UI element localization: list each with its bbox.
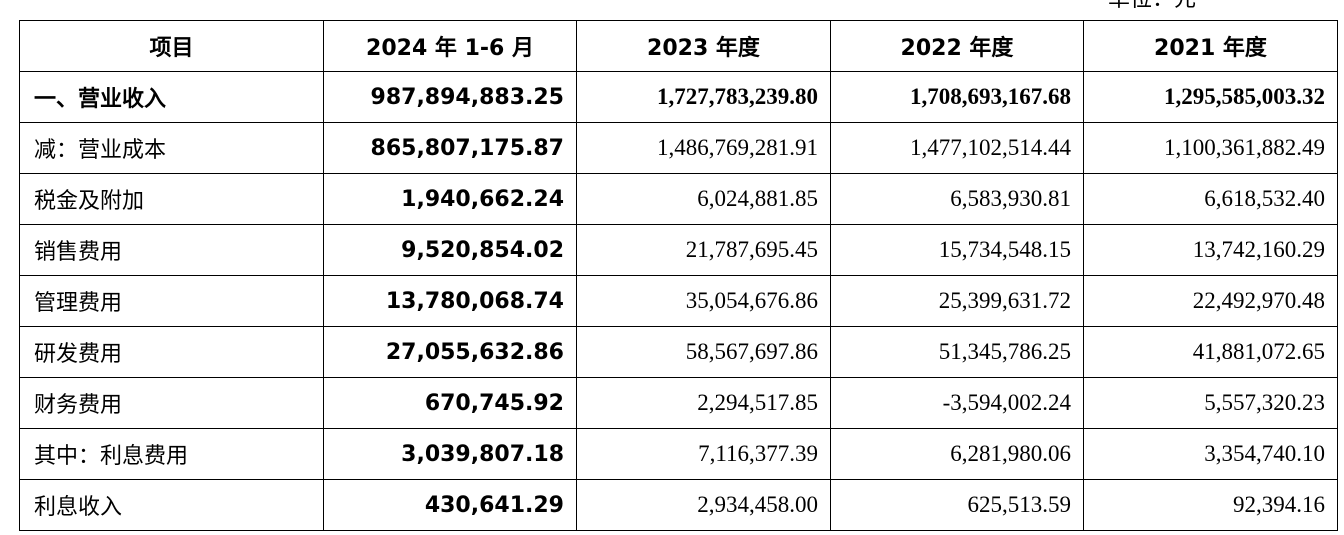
table-row: 销售费用 9,520,854.02 21,787,695.45 15,734,548.… <box>19 224 1338 276</box>
row-value: 6,281,980.06 <box>830 428 1084 480</box>
row-value: 27,055,632.86 <box>323 326 577 378</box>
row-value: 13,780,068.74 <box>323 275 577 327</box>
table-row: 管理费用 13,780,068.74 35,054,676.86 25,399,631… <box>19 275 1338 327</box>
table-row: 利息收入 430,641.29 2,934,458.00 625,513.59 92,3… <box>19 479 1338 531</box>
row-value: 3,354,740.10 <box>1083 428 1338 480</box>
row-label: 一、营业收入 <box>19 71 324 123</box>
header-2024h1: 2024 年 1-6 月 <box>323 20 577 72</box>
row-value: 41,881,072.65 <box>1083 326 1338 378</box>
header-2023: 2023 年度 <box>576 20 831 72</box>
row-value: 22,492,970.48 <box>1083 275 1338 327</box>
row-value: 35,054,676.86 <box>576 275 831 327</box>
table-row: 一、营业收入 987,894,883.25 1,727,783,239.80 1,70… <box>19 71 1338 123</box>
row-value: 51,345,786.25 <box>830 326 1084 378</box>
unit-label: 单位：元 <box>1108 0 1196 12</box>
row-value: 1,727,783,239.80 <box>576 71 831 123</box>
header-item: 项目 <box>19 20 324 72</box>
row-value: 1,100,361,882.49 <box>1083 122 1338 174</box>
row-value: 9,520,854.02 <box>323 224 577 276</box>
row-label: 利息收入 <box>19 479 324 531</box>
row-value: 6,618,532.40 <box>1083 173 1338 225</box>
row-value: 2,934,458.00 <box>576 479 831 531</box>
row-value: 430,641.29 <box>323 479 577 531</box>
table-row: 研发费用 27,055,632.86 58,567,697.86 51,345,786… <box>19 326 1338 378</box>
row-value: 1,486,769,281.91 <box>576 122 831 174</box>
row-label: 其中：利息费用 <box>19 428 324 480</box>
table-row: 税金及附加 1,940,662.24 6,024,881.85 6,583,930.8… <box>19 173 1338 225</box>
row-value: 7,116,377.39 <box>576 428 831 480</box>
header-2022: 2022 年度 <box>830 20 1084 72</box>
row-value: 1,708,693,167.68 <box>830 71 1084 123</box>
row-label: 减：营业成本 <box>19 122 324 174</box>
row-value: 670,745.92 <box>323 377 577 429</box>
row-label: 研发费用 <box>19 326 324 378</box>
row-value: 92,394.16 <box>1083 479 1338 531</box>
row-value: 987,894,883.25 <box>323 71 577 123</box>
table-row: 财务费用 670,745.92 2,294,517.85 -3,594,002.24 5… <box>19 377 1338 429</box>
row-value: -3,594,002.24 <box>830 377 1084 429</box>
table-row: 其中：利息费用 3,039,807.18 7,116,377.39 6,281,980… <box>19 428 1338 480</box>
row-value: 625,513.59 <box>830 479 1084 531</box>
header-2021: 2021 年度 <box>1083 20 1338 72</box>
header-row: 项目 2024 年 1-6 月 2023 年度 2022 年度 2021 年度 <box>19 20 1338 72</box>
row-label: 税金及附加 <box>19 173 324 225</box>
row-value: 1,477,102,514.44 <box>830 122 1084 174</box>
income-statement-table: 项目 2024 年 1-6 月 2023 年度 2022 年度 2021 年度 … <box>19 20 1338 531</box>
row-value: 58,567,697.86 <box>576 326 831 378</box>
table-row: 减：营业成本 865,807,175.87 1,486,769,281.91 1,47… <box>19 122 1338 174</box>
row-label: 销售费用 <box>19 224 324 276</box>
row-value: 6,583,930.81 <box>830 173 1084 225</box>
row-value: 25,399,631.72 <box>830 275 1084 327</box>
row-value: 2,294,517.85 <box>576 377 831 429</box>
row-value: 15,734,548.15 <box>830 224 1084 276</box>
row-value: 5,557,320.23 <box>1083 377 1338 429</box>
row-value: 1,295,585,003.32 <box>1083 71 1338 123</box>
row-value: 21,787,695.45 <box>576 224 831 276</box>
row-value: 6,024,881.85 <box>576 173 831 225</box>
row-value: 13,742,160.29 <box>1083 224 1338 276</box>
row-value: 865,807,175.87 <box>323 122 577 174</box>
row-value: 1,940,662.24 <box>323 173 577 225</box>
row-label: 财务费用 <box>19 377 324 429</box>
row-value: 3,039,807.18 <box>323 428 577 480</box>
row-label: 管理费用 <box>19 275 324 327</box>
